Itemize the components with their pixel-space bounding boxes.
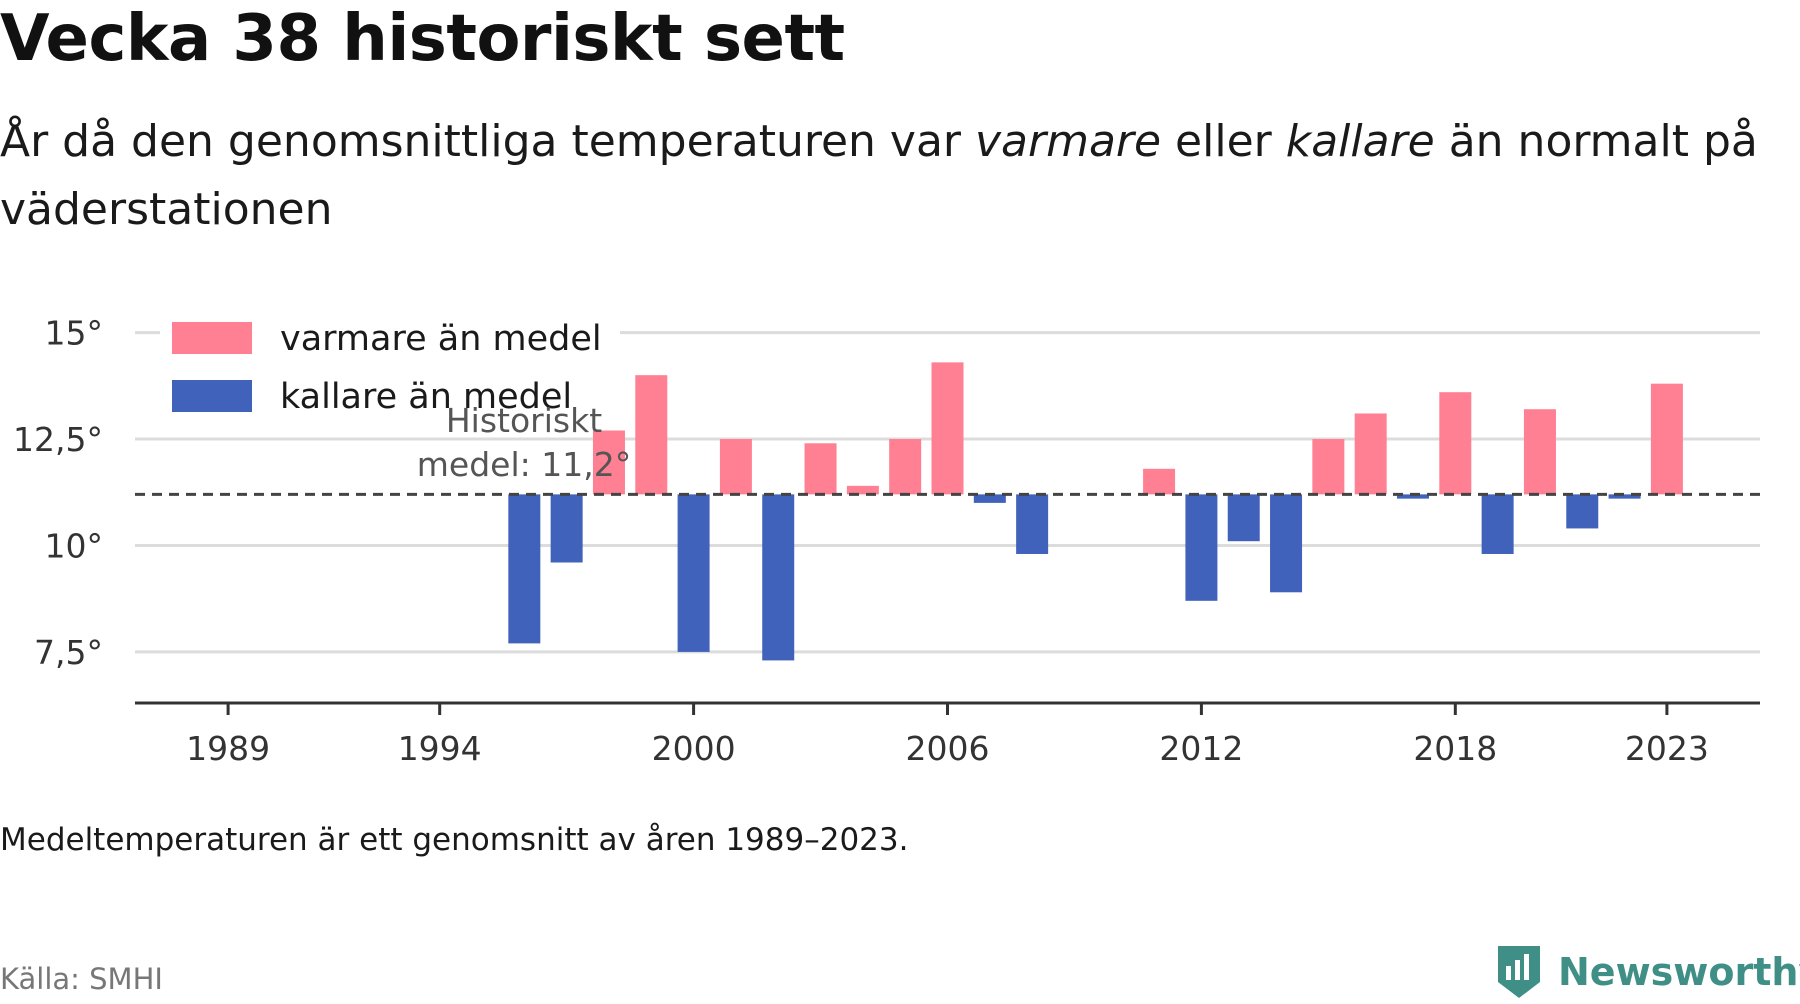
bar-2017 xyxy=(1396,494,1429,499)
bar-1996 xyxy=(508,494,541,644)
x-tick-label: 2018 xyxy=(1413,729,1497,768)
baseline-label-line-1: Historiskt xyxy=(446,401,602,440)
y-tick-label: 15° xyxy=(45,314,104,353)
legend: varmare än medel kallare än medel xyxy=(160,310,620,417)
source-credit: Källa: SMHI xyxy=(0,962,163,996)
y-tick-label: 12,5° xyxy=(13,420,103,459)
bar-2021 xyxy=(1566,494,1599,529)
bar-2011 xyxy=(1143,468,1176,495)
subtitle-text-3: än normalt på väderstationen xyxy=(0,116,1758,235)
bar-2012 xyxy=(1185,494,1218,601)
footnote: Medeltemperaturen är ett genomsnitt av å… xyxy=(0,822,909,858)
bar-2018 xyxy=(1439,392,1472,495)
bar-2013 xyxy=(1227,494,1260,542)
bar-1997 xyxy=(550,494,583,563)
chart-subtitle: År då den genomsnittliga temperaturen va… xyxy=(0,108,1780,244)
x-tick-label: 1994 xyxy=(398,729,482,768)
bar-2014 xyxy=(1270,494,1303,593)
bar-2019 xyxy=(1481,494,1514,554)
x-tick-label: 2000 xyxy=(652,729,736,768)
bar-2002 xyxy=(762,494,795,661)
bars xyxy=(508,362,1683,661)
bar-2005 xyxy=(889,439,922,495)
subtitle-emphasis-colder: kallare xyxy=(1285,116,1435,167)
bar-2004 xyxy=(846,485,879,495)
bar-2023 xyxy=(1650,383,1683,495)
bar-2008 xyxy=(1016,494,1049,554)
bar-2022 xyxy=(1608,494,1641,499)
legend-label-warmer: varmare än medel xyxy=(280,319,602,359)
y-tick-label: 7,5° xyxy=(34,633,103,672)
x-axis: 1989 1994 2000 2006 2012 2018 2023 xyxy=(135,701,1760,768)
temperature-bar-chart: 7,5° 10° 12,5° 15° 1989 1994 2000 2006 2012 2018… xyxy=(13,310,1760,768)
bar-2001 xyxy=(719,439,752,495)
x-tick-label: 2012 xyxy=(1159,729,1243,768)
bar-1999 xyxy=(635,375,668,495)
newsworthy-logo-icon xyxy=(1498,946,1540,998)
legend-label-colder: kallare än medel xyxy=(280,377,572,417)
chart-title: Vecka 38 historiskt sett xyxy=(0,2,845,76)
x-tick-label: 2023 xyxy=(1625,729,1709,768)
bar-1998 xyxy=(592,430,625,495)
bar-2000 xyxy=(677,494,710,652)
x-tick-label: 2006 xyxy=(906,729,990,768)
bar-2015 xyxy=(1312,439,1345,495)
legend-swatch-warmer xyxy=(172,322,252,354)
bar-2003 xyxy=(804,443,837,495)
x-tick-label: 1989 xyxy=(186,729,270,768)
baseline-label-line-2: medel: 11,2° xyxy=(417,445,631,484)
subtitle-emphasis-warmer: varmare xyxy=(974,116,1162,167)
subtitle-text-2: eller xyxy=(1161,116,1286,167)
y-axis-labels: 7,5° 10° 12,5° 15° xyxy=(13,314,103,672)
brand-name: Newsworthy xyxy=(1558,950,1800,994)
bar-2006 xyxy=(931,362,964,495)
bar-2007 xyxy=(973,494,1006,503)
legend-swatch-colder xyxy=(172,380,252,412)
brand[interactable]: Newsworthy xyxy=(1494,940,1800,1004)
y-tick-label: 10° xyxy=(45,526,104,565)
bar-2020 xyxy=(1523,409,1556,495)
bar-2016 xyxy=(1354,413,1387,495)
subtitle-text-1: År då den genomsnittliga temperaturen va… xyxy=(0,116,975,167)
